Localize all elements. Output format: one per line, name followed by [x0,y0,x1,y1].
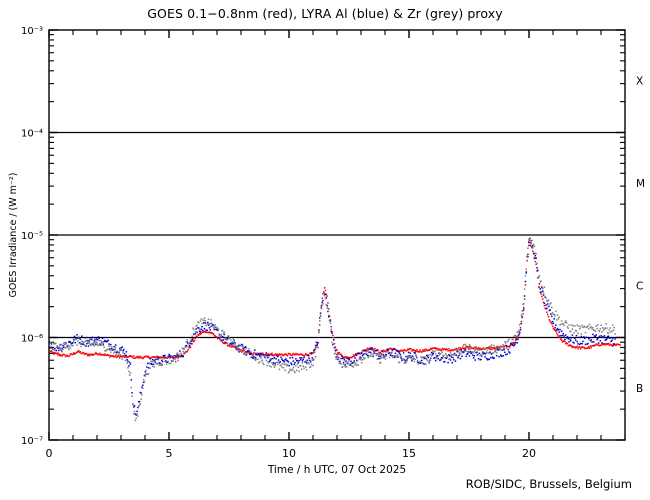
flare-class-label: X [636,76,643,88]
flare-class-label: C [636,281,643,293]
y-tick-label: 10⁻⁷ [21,436,43,447]
x-tick-label: 15 [402,447,416,460]
series-1 [50,241,621,360]
flare-class-label: M [636,178,645,190]
x-axis-label: Time / h UTC, 07 Oct 2025 [267,464,406,476]
page-title: GOES 0.1−0.8nm (red), LYRA Al (blue) & Z… [147,6,503,21]
data-series-group [50,237,621,422]
y-tick-label: 10⁻⁶ [21,334,43,345]
series-3 [50,237,616,422]
x-tick-label: 5 [166,447,173,460]
flare-class-label: B [636,383,643,395]
footer-credit: ROB/SIDC, Brussels, Belgium [465,477,632,491]
series-2 [50,237,616,416]
y-tick-label: 10⁻⁴ [21,129,43,140]
y-axis-label: GOES Irradiance / (W m⁻²) [8,173,19,298]
x-tick-label: 20 [522,447,536,460]
x-tick-label: 0 [46,447,53,460]
y-tick-label: 10⁻⁵ [21,231,43,242]
x-tick-label: 10 [282,447,296,460]
y-tick-label: 10⁻³ [21,26,43,37]
